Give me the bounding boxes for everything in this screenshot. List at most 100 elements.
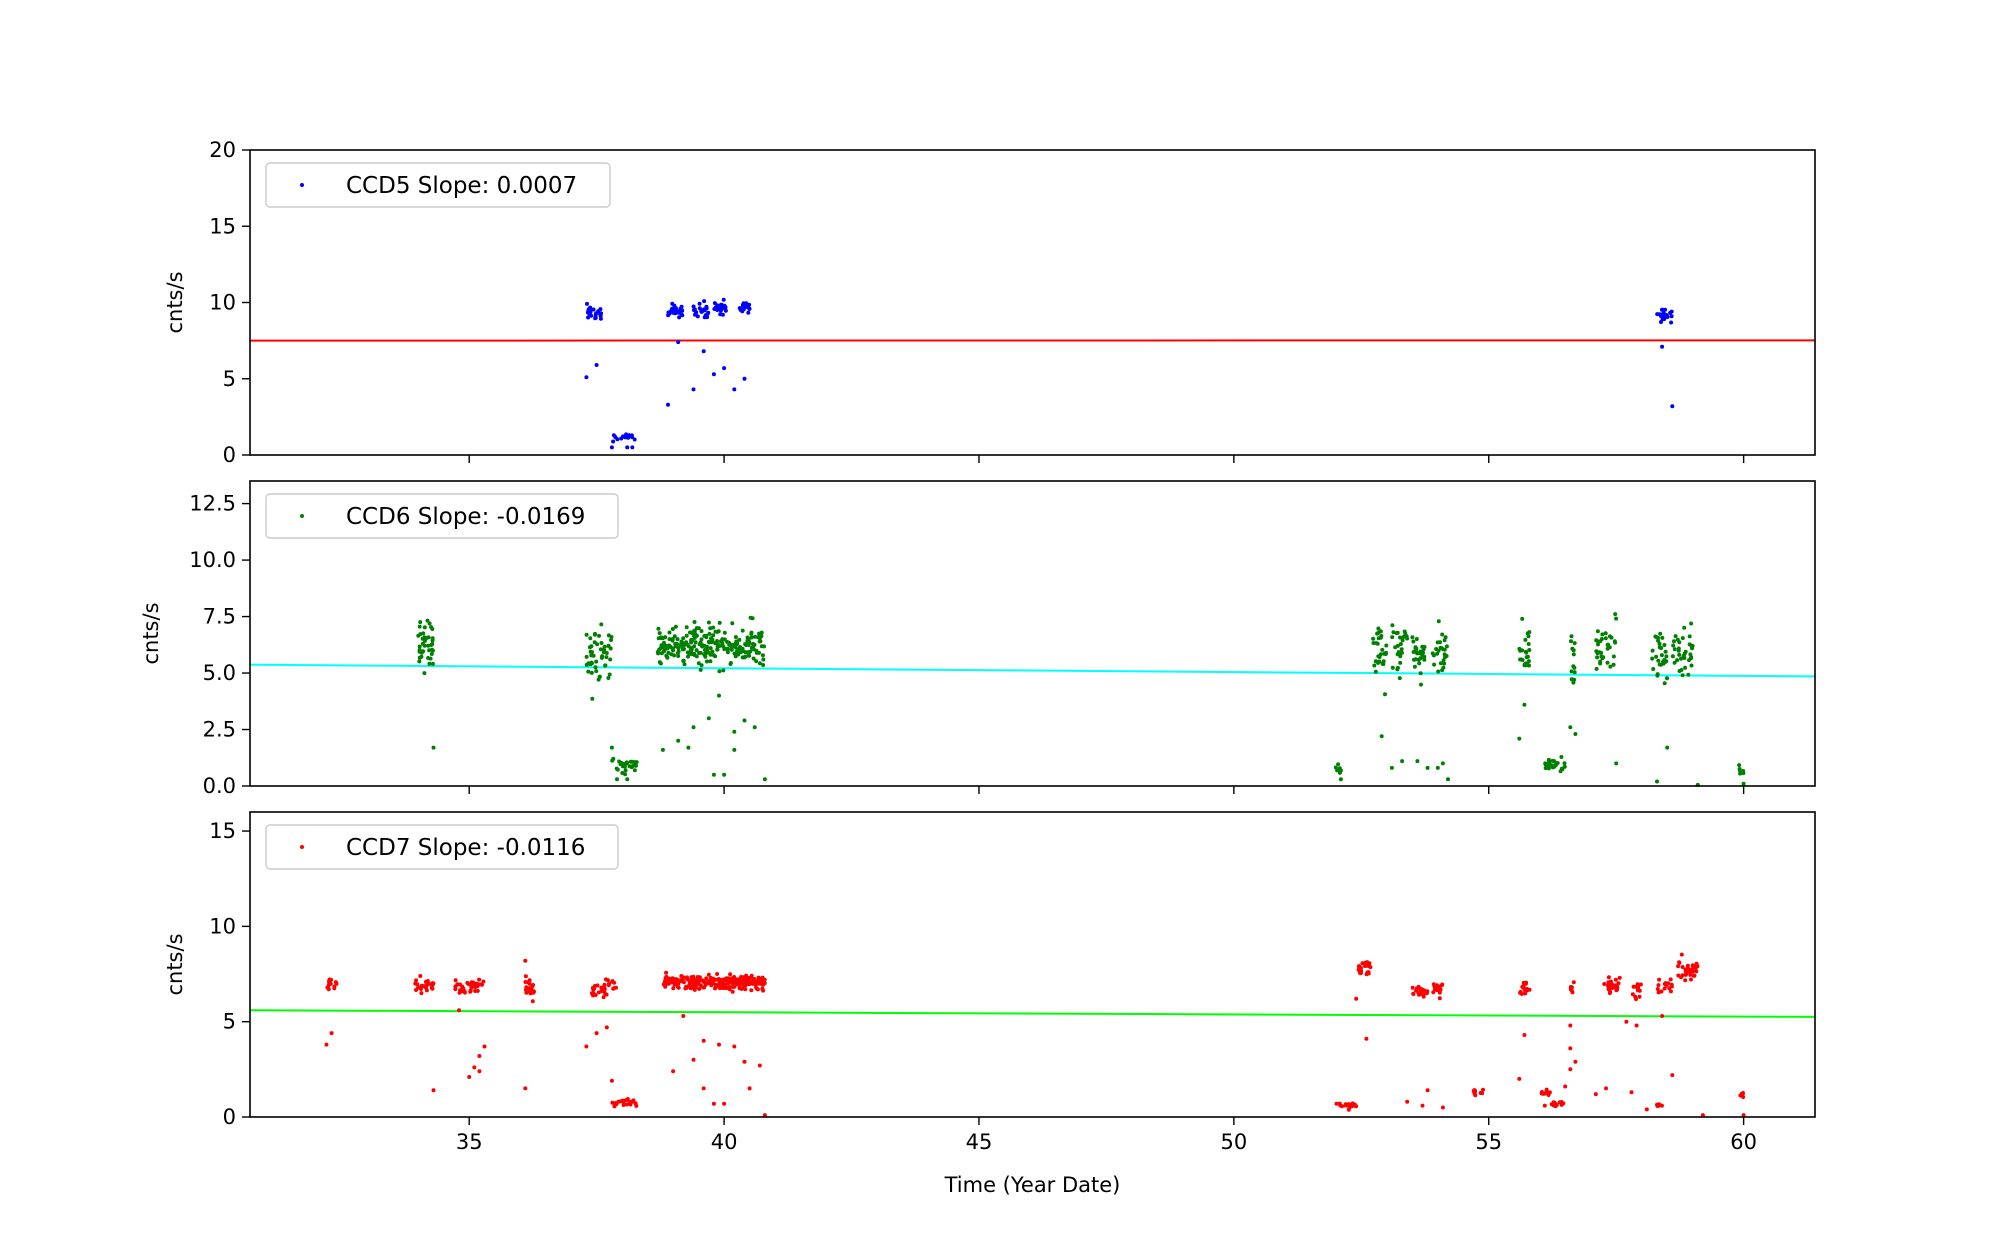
data-point: [1683, 665, 1688, 670]
data-point: [334, 981, 339, 986]
data-point: [1557, 1100, 1562, 1105]
data-point: [1554, 1103, 1559, 1107]
data-point: [1517, 1076, 1522, 1081]
data-point: [615, 767, 620, 772]
data-point: [1526, 642, 1531, 646]
data-point: [676, 738, 681, 743]
data-point: [1568, 725, 1573, 730]
data-point: [762, 777, 767, 782]
data-point: [693, 312, 697, 317]
data-point: [695, 975, 700, 979]
data-point: [1607, 645, 1612, 650]
data-point: [1636, 986, 1641, 991]
legend: CCD7 Slope: -0.0116: [265, 824, 619, 870]
data-point: [1679, 656, 1683, 661]
data-point: [1689, 663, 1694, 668]
data-point: [1569, 634, 1574, 639]
data-point: [1664, 313, 1669, 318]
data-point: [1518, 989, 1523, 994]
data-point: [684, 625, 689, 630]
data-point: [728, 662, 733, 666]
data-point: [421, 631, 426, 636]
data-point: [702, 643, 707, 648]
data-point: [1481, 1087, 1485, 1092]
y-tick-label: 7.5: [203, 605, 236, 629]
data-point: [706, 310, 711, 315]
data-point: [1442, 661, 1447, 666]
data-point: [677, 315, 682, 320]
y-tick-label: 5.0: [203, 661, 236, 685]
data-point: [1660, 635, 1665, 640]
data-point: [666, 644, 670, 649]
data-point: [457, 1008, 461, 1013]
data-point: [604, 1025, 609, 1030]
data-point: [1650, 656, 1655, 661]
data-point: [611, 433, 616, 438]
data-point: [733, 645, 738, 650]
data-point: [742, 718, 747, 723]
data-point: [625, 777, 630, 782]
data-point: [1422, 657, 1427, 662]
data-point: [1607, 634, 1612, 639]
data-point: [1650, 648, 1655, 653]
data-point: [746, 639, 751, 644]
data-point: [1695, 964, 1700, 969]
data-point: [1561, 1101, 1566, 1106]
legend-box: [265, 162, 611, 208]
y-axis-label: cnts/s: [163, 933, 187, 995]
data-point: [623, 435, 627, 440]
data-point: [683, 986, 688, 991]
data-point: [1398, 654, 1403, 659]
x-tick-label: 35: [456, 1130, 483, 1154]
data-point: [1411, 991, 1416, 996]
data-point: [660, 747, 665, 752]
data-point: [1522, 1033, 1527, 1037]
data-point: [670, 301, 675, 306]
data-point: [659, 643, 664, 648]
data-point: [628, 759, 633, 764]
data-point: [1677, 669, 1682, 673]
data-point: [749, 988, 754, 993]
data-point: [721, 297, 726, 302]
data-point: [1600, 632, 1605, 637]
data-point: [742, 1059, 747, 1064]
data-point: [1398, 642, 1403, 646]
data-point: [757, 661, 762, 666]
data-point: [592, 640, 597, 645]
data-point: [728, 972, 733, 977]
data-point: [420, 641, 425, 646]
data-point: [1414, 646, 1419, 651]
data-point: [714, 305, 718, 310]
data-point: [601, 647, 606, 652]
data-point: [1606, 975, 1611, 980]
data-point: [427, 661, 432, 666]
data-point: [724, 985, 729, 990]
data-point: [1657, 641, 1662, 646]
data-point: [1629, 1090, 1634, 1095]
data-point: [1446, 777, 1450, 782]
data-point: [680, 308, 685, 313]
data-point: [1683, 649, 1688, 654]
data-point: [1614, 983, 1619, 988]
data-point: [1415, 651, 1420, 656]
data-point: [722, 366, 727, 371]
data-point: [632, 437, 637, 442]
data-point: [691, 1057, 696, 1062]
data-point: [704, 304, 709, 309]
data-point: [1680, 636, 1685, 641]
data-point: [701, 1086, 706, 1091]
data-point: [748, 649, 752, 654]
data-point: [1527, 648, 1532, 652]
data-point: [1662, 643, 1667, 647]
data-point: [694, 626, 699, 631]
data-point: [530, 999, 535, 1004]
data-point: [746, 643, 751, 647]
data-point: [1659, 320, 1663, 324]
data-point: [603, 663, 608, 668]
data-point: [423, 984, 428, 989]
data-point: [716, 642, 721, 647]
data-point: [1573, 732, 1578, 736]
data-point: [1572, 665, 1577, 670]
data-point: [671, 1069, 676, 1074]
